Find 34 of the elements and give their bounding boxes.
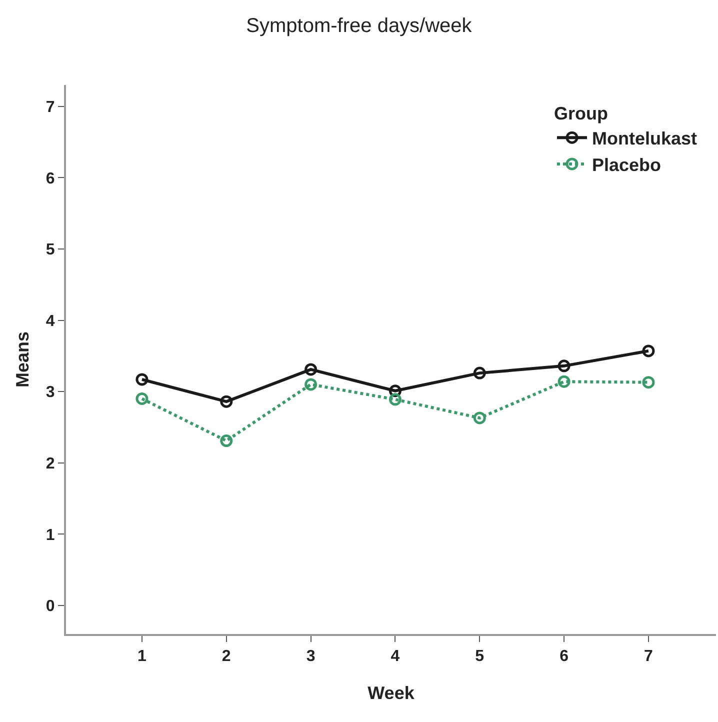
x-tick-label: 6 [560, 648, 569, 666]
point [136, 392, 148, 405]
point [473, 412, 486, 424]
point [220, 395, 233, 408]
point [220, 434, 233, 448]
x-tick-label: 7 [644, 648, 654, 666]
point [642, 344, 655, 358]
x-tick-label: 1 [138, 648, 147, 666]
y-tick-label: 1 [46, 526, 55, 544]
y-tick-label: 0 [46, 598, 55, 616]
x-tick-label: 5 [475, 648, 484, 666]
point [558, 360, 570, 372]
point [304, 378, 318, 391]
y-tick-label: 2 [46, 455, 55, 472]
y-axis-title: Means [12, 331, 33, 388]
y-tick-label: 7 [46, 98, 55, 116]
legend-label: Placebo [592, 155, 662, 175]
point [388, 393, 402, 406]
point [473, 366, 486, 380]
x-tick-label: 4 [390, 648, 400, 666]
x-tick-label: 3 [306, 648, 316, 666]
point [136, 373, 148, 386]
y-tick-label: 3 [46, 384, 55, 402]
y-tick-label: 6 [46, 170, 55, 188]
legend-title: Group [554, 103, 608, 124]
x-tick-label: 2 [222, 648, 231, 666]
legend-label: Montelukast [592, 128, 698, 149]
point [304, 363, 318, 376]
point [642, 376, 655, 389]
chart-title: Symptom-free days/week [246, 15, 473, 38]
x-axis-title: Week [368, 682, 416, 703]
y-tick-label: 4 [46, 312, 55, 330]
y-tick-label: 5 [46, 242, 55, 259]
point [558, 375, 570, 388]
